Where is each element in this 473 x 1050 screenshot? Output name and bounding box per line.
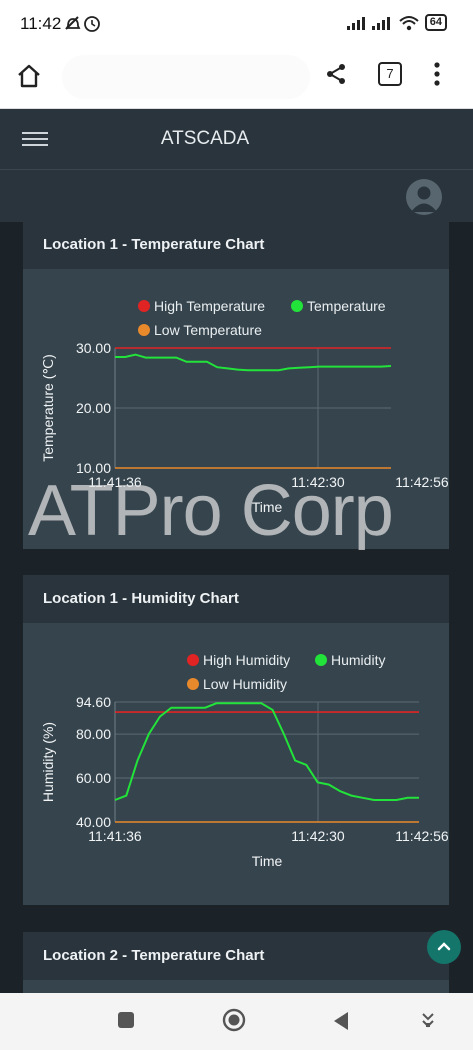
location2-temperature-card: Location 2 - Temperature Chart — [23, 932, 449, 993]
y-tick-label: 60.00 — [76, 770, 111, 786]
home-nav-icon[interactable] — [222, 1008, 246, 1032]
status-time: 11:42 — [20, 14, 62, 33]
notification-icons — [64, 14, 104, 38]
home-icon[interactable] — [16, 63, 42, 89]
x-tick-label: 11:42:30 — [291, 828, 345, 844]
x-tick-label: 11:42:56 — [395, 474, 449, 490]
legend-label: High Temperature — [154, 298, 265, 314]
legend-marker — [138, 324, 150, 336]
series-line-humidity — [114, 702, 419, 801]
legend-label: High Humidity — [203, 652, 290, 668]
more-menu-icon[interactable] — [430, 60, 444, 88]
user-icon — [411, 186, 437, 212]
app-title: ATSCADA — [160, 128, 250, 149]
x-tick-label: 11:41:36 — [88, 474, 142, 490]
mute-alarm-icons — [65, 16, 100, 32]
y-axis-title: Humidity (%) — [40, 722, 56, 802]
tab-switcher-button[interactable]: 7 — [378, 62, 402, 86]
y-tick-label: 80.00 — [76, 726, 111, 742]
x-axis-title: Time — [252, 853, 283, 869]
y-tick-label: 94.60 — [76, 694, 111, 710]
back-icon[interactable] — [332, 1011, 350, 1031]
y-tick-label: 30.00 — [76, 340, 111, 356]
x-tick-label: 11:42:56 — [395, 828, 449, 844]
card-title: Location 1 - Temperature Chart — [23, 221, 449, 269]
series-line-temperature — [115, 353, 392, 372]
signal-icon — [346, 16, 390, 30]
legend-marker — [291, 300, 303, 312]
legend-label: Low Temperature — [154, 322, 262, 338]
legend-label: Humidity — [331, 652, 385, 668]
recent-apps-icon[interactable] — [117, 1011, 135, 1029]
y-axis-title: Temperature (℃) — [40, 354, 56, 462]
temperature-chart-card: Location 1 - Temperature Chart High Temp… — [23, 221, 449, 549]
card-title: Location 1 - Humidity Chart — [23, 575, 449, 623]
collapse-nav-icon[interactable] — [421, 1011, 435, 1029]
chevron-up-icon — [437, 942, 451, 951]
legend-marker — [138, 300, 150, 312]
browser-toolbar: 7 — [0, 50, 473, 109]
legend-marker — [187, 678, 199, 690]
system-nav-bar — [0, 993, 473, 1050]
humidity-line-chart: High Humidity Humidity Low Humidity 94.60 80… — [40, 652, 449, 869]
x-tick-label: 11:42:30 — [291, 474, 345, 490]
watermark-text: ATPro Corp — [28, 471, 394, 551]
y-tick-label: 20.00 — [76, 400, 111, 416]
temperature-line-chart: High Temperature Temperature Low Temperatu… — [40, 298, 449, 515]
hamburger-menu-icon[interactable] — [22, 129, 48, 149]
legend-label: Temperature — [307, 298, 386, 314]
legend-marker — [315, 654, 327, 666]
status-bar: 11:42 64 — [0, 0, 473, 50]
status-right: 64 — [346, 14, 447, 31]
app-navbar: ATSCADA — [0, 109, 473, 169]
wifi-icon — [399, 15, 419, 30]
scroll-to-top-button[interactable] — [427, 930, 461, 964]
share-icon[interactable] — [324, 62, 348, 86]
x-tick-label: 11:41:36 — [88, 828, 142, 844]
address-bar[interactable] — [62, 55, 310, 99]
legend-label: Low Humidity — [203, 676, 287, 692]
chart-container: High Humidity Humidity Low Humidity 94.60 80… — [23, 623, 449, 905]
user-bar — [0, 169, 473, 222]
card-title: Location 2 - Temperature Chart — [23, 932, 449, 980]
battery-indicator: 64 — [424, 14, 447, 31]
humidity-chart-card: Location 1 - Humidity Chart High Humidit… — [23, 575, 449, 905]
y-tick-label: 40.00 — [76, 814, 111, 830]
x-axis-title: Time — [252, 499, 283, 515]
chart-container: High Temperature Temperature Low Temperatu… — [23, 269, 449, 549]
user-avatar[interactable] — [406, 179, 442, 215]
y-tick-label: 10.00 — [76, 460, 111, 476]
legend-marker — [187, 654, 199, 666]
